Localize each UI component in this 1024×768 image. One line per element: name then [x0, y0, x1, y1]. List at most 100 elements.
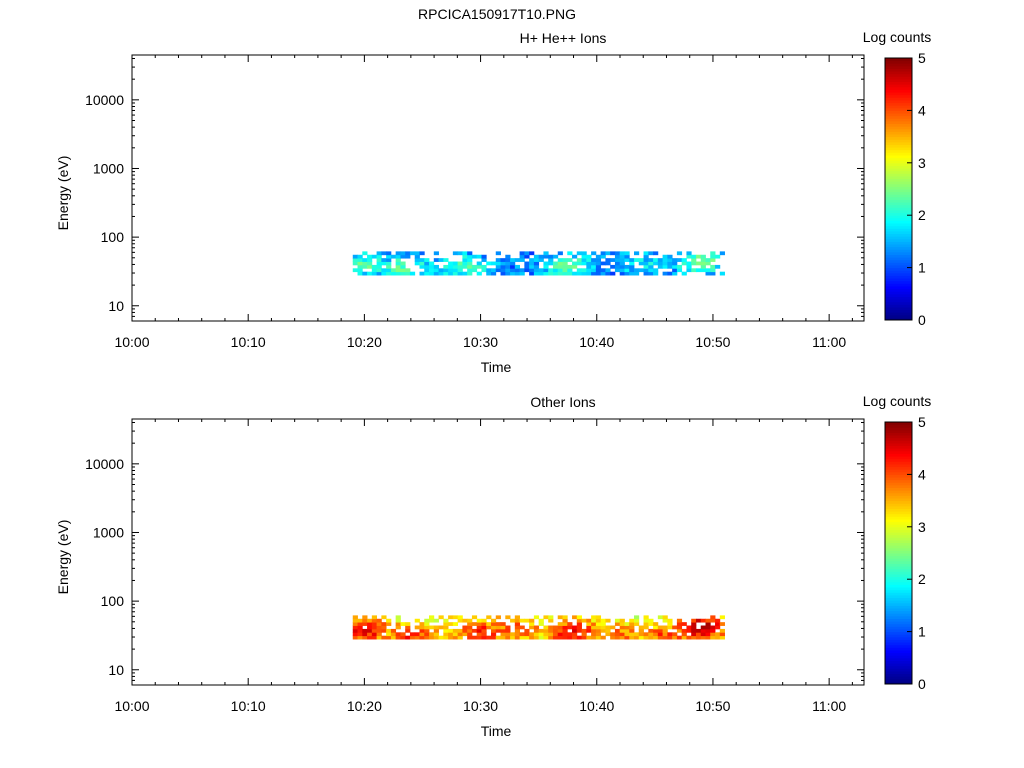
data-cell [610, 271, 616, 276]
data-cell [381, 635, 387, 640]
data-cell [557, 622, 563, 626]
data-cell [367, 271, 373, 276]
data-cell [543, 254, 549, 259]
data-cell [538, 622, 544, 626]
data-cell [605, 261, 611, 266]
data-cell [710, 268, 716, 273]
colorbar-segment [885, 60, 912, 64]
data-cell [491, 632, 497, 637]
data-cell [653, 635, 659, 640]
data-cell [486, 635, 492, 640]
colorbar-segment [885, 110, 912, 114]
data-cell [514, 635, 520, 640]
data-cell [567, 268, 573, 273]
data-cell [386, 258, 392, 262]
data-cell [543, 635, 549, 640]
colorbar-segment [885, 97, 912, 101]
data-cell [514, 258, 520, 262]
data-cell [491, 628, 497, 633]
data-cell [467, 632, 473, 637]
colorbar-segment [885, 668, 912, 672]
data-cell [572, 261, 578, 266]
data-cell [471, 615, 478, 620]
data-cell [581, 618, 587, 623]
data-cell [495, 268, 501, 273]
colorbar-segment [885, 196, 912, 200]
data-cell [700, 625, 706, 630]
data-cell [605, 258, 611, 262]
data-cell [591, 251, 597, 256]
data-cell [581, 251, 587, 256]
data-cell [552, 628, 559, 633]
data-cell [381, 268, 387, 273]
data-cell [514, 625, 520, 630]
colorbar-tick-label: 2 [918, 571, 926, 587]
data-cell [452, 264, 459, 269]
colorbar-label: Log counts [863, 393, 932, 409]
data-cell [367, 625, 373, 630]
data-cell [395, 615, 401, 620]
data-cell [657, 635, 664, 640]
data-cell [448, 632, 454, 637]
data-cell [552, 268, 559, 273]
data-cell [619, 258, 625, 262]
data-cell [352, 258, 358, 262]
colorbar-segment [885, 186, 912, 190]
data-cell [352, 261, 358, 266]
colorbar-segment [885, 566, 912, 570]
data-cell [624, 271, 630, 276]
data-cell [381, 615, 387, 620]
data-cell [367, 635, 373, 640]
data-cell [438, 615, 444, 620]
colorbar-segment [885, 189, 912, 193]
colorbar-segment [885, 160, 912, 164]
colorbar-frame [884, 421, 913, 685]
data-cell [448, 615, 454, 620]
colorbar-segment [885, 665, 912, 669]
colorbar-tick-label: 3 [918, 155, 926, 171]
data-cell [371, 615, 377, 620]
data-cell [662, 258, 668, 262]
data-cell [586, 618, 592, 623]
data-cell [405, 635, 411, 640]
data-cell [572, 615, 578, 620]
data-cell [648, 628, 654, 633]
colorbar-segment [885, 296, 912, 300]
data-cell [500, 625, 506, 630]
data-cell [619, 251, 625, 256]
colorbar-segment [885, 257, 912, 261]
data-cell [710, 615, 716, 620]
data-cell [562, 264, 568, 269]
colorbar-segment [885, 312, 912, 316]
data-cell [481, 254, 487, 259]
colorbar-segment [885, 508, 912, 512]
data-cell [533, 268, 540, 273]
x-tick-label: 10:00 [114, 698, 149, 714]
data-cell [424, 264, 430, 269]
colorbar-segment [885, 576, 912, 580]
data-cell [543, 271, 549, 276]
colorbar-segment [885, 537, 912, 541]
figure-title: RPCICA150917T10.PNG [418, 6, 576, 22]
data-cell [695, 635, 702, 640]
data-cell [672, 258, 678, 262]
data-cell [705, 618, 711, 623]
data-cell [414, 635, 420, 640]
plot-frame [131, 54, 865, 322]
data-cell [629, 628, 635, 633]
data-cell [595, 615, 602, 620]
data-cell [695, 618, 702, 623]
colorbar-segment [885, 471, 912, 475]
data-cell [614, 628, 621, 633]
colorbar-segment [885, 128, 912, 132]
data-cell [662, 615, 668, 620]
colorbar-segment [885, 73, 912, 77]
colorbar-segment [885, 539, 912, 544]
data-cell [405, 271, 411, 276]
data-cell [700, 254, 706, 259]
data-cell [653, 268, 659, 273]
data-cell [624, 258, 630, 262]
data-cell [548, 618, 554, 623]
colorbar-segment [885, 563, 912, 567]
data-cell [600, 618, 606, 623]
